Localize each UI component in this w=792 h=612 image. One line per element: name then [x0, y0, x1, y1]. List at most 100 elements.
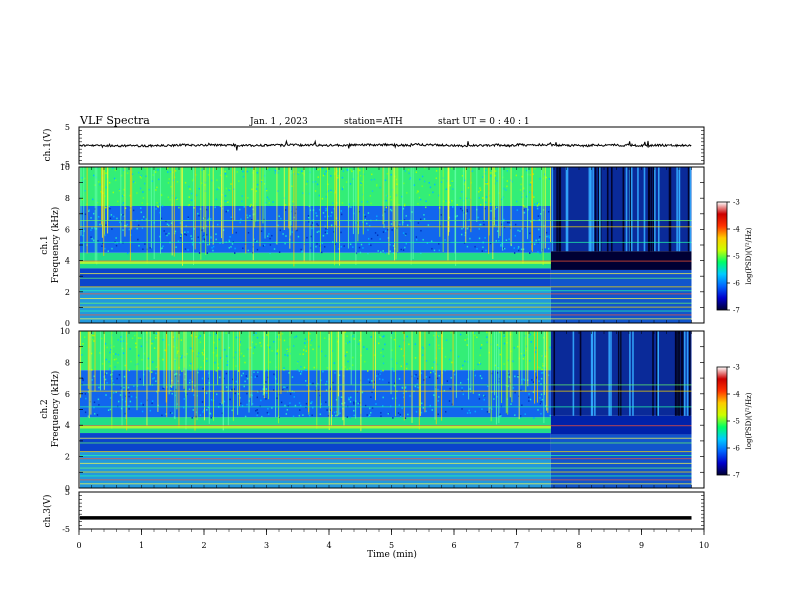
- speckle: [326, 367, 329, 369]
- sferic-line: [248, 331, 250, 413]
- sferic-line: [589, 167, 592, 252]
- speckle: [106, 346, 108, 349]
- sferic-line: [547, 331, 549, 413]
- speckle: [175, 246, 177, 249]
- sferic-line: [355, 331, 357, 419]
- speckle: [539, 402, 542, 405]
- speckle: [81, 176, 83, 179]
- start-time-label: start UT = 0 : 40 : 1: [438, 117, 530, 127]
- speckle: [421, 354, 424, 356]
- speckle: [139, 175, 142, 178]
- speckle: [120, 387, 123, 389]
- speckle: [400, 415, 402, 418]
- speckle: [299, 373, 302, 375]
- speckle: [132, 209, 135, 212]
- speckle: [405, 233, 407, 235]
- speckle: [202, 387, 204, 390]
- speckle: [345, 181, 348, 183]
- speckle: [142, 197, 145, 199]
- sferic-line: [686, 331, 689, 416]
- speckle: [316, 223, 318, 225]
- speckle: [420, 229, 422, 232]
- speckle: [280, 217, 282, 220]
- sferic-line: [590, 331, 593, 416]
- speckle: [433, 249, 436, 252]
- speckle: [115, 353, 117, 355]
- speckle: [98, 404, 100, 406]
- speckle: [239, 340, 241, 343]
- speckle: [250, 203, 252, 206]
- sferic-line: [362, 167, 364, 235]
- speckle: [385, 206, 388, 209]
- speckle: [499, 415, 501, 418]
- speckle: [534, 167, 536, 170]
- speckle: [219, 174, 222, 177]
- speckle: [127, 389, 129, 392]
- speckle: [234, 392, 236, 395]
- tone-line: [80, 260, 692, 262]
- speckle: [437, 400, 439, 402]
- sferic-line: [544, 167, 546, 249]
- speckle: [123, 386, 125, 389]
- sferic-line: [488, 331, 490, 413]
- speckle: [417, 190, 419, 193]
- sferic-line: [205, 167, 207, 255]
- speckle: [533, 196, 535, 198]
- colorbar-tick-label: -7: [733, 307, 740, 315]
- speckle: [404, 387, 407, 389]
- speckle: [306, 384, 308, 387]
- speckle: [379, 335, 381, 338]
- speckle: [537, 203, 540, 205]
- speckle: [291, 376, 294, 378]
- speckle: [460, 367, 463, 370]
- speckle: [118, 374, 121, 376]
- speckle: [240, 402, 242, 405]
- speckle: [368, 243, 370, 246]
- speckle: [139, 378, 141, 381]
- speckle: [235, 365, 237, 367]
- speckle: [480, 223, 482, 226]
- sferic-line: [536, 331, 538, 403]
- sferic-line: [165, 331, 167, 403]
- sferic-line: [347, 167, 349, 249]
- speckle: [513, 252, 516, 254]
- speckle: [200, 182, 203, 184]
- speckle: [309, 382, 311, 385]
- speckle: [386, 195, 388, 197]
- speckle: [257, 371, 259, 374]
- speckle: [407, 413, 409, 416]
- speckle: [477, 363, 479, 366]
- ch1-colorbar-scale: [716, 201, 728, 311]
- speckle: [247, 348, 249, 351]
- speckle: [138, 224, 140, 227]
- sferic-line: [654, 167, 656, 252]
- sferic-line: [254, 167, 256, 228]
- speckle: [148, 188, 150, 191]
- sferic-line: [509, 331, 511, 398]
- speckle: [546, 235, 548, 238]
- speckle: [147, 357, 150, 360]
- speckle: [204, 238, 206, 241]
- speckle: [345, 342, 347, 345]
- x-tick-label: 8: [576, 541, 581, 550]
- speckle: [327, 414, 330, 417]
- speckle: [325, 196, 327, 198]
- speckle: [484, 237, 486, 239]
- speckle: [105, 358, 108, 361]
- speckle: [311, 414, 313, 417]
- speckle: [280, 401, 283, 404]
- speckle: [364, 360, 366, 363]
- speckle: [506, 169, 509, 172]
- speckle: [524, 226, 526, 229]
- speckle: [274, 169, 276, 171]
- speckle: [450, 200, 453, 203]
- speckle: [544, 355, 546, 358]
- speckle: [431, 409, 433, 411]
- speckle: [126, 172, 129, 174]
- speckle: [359, 251, 362, 254]
- tone-line: [80, 475, 692, 477]
- speckle: [223, 377, 225, 380]
- speckle: [462, 364, 464, 367]
- speckle: [429, 404, 431, 407]
- speckle: [195, 411, 198, 414]
